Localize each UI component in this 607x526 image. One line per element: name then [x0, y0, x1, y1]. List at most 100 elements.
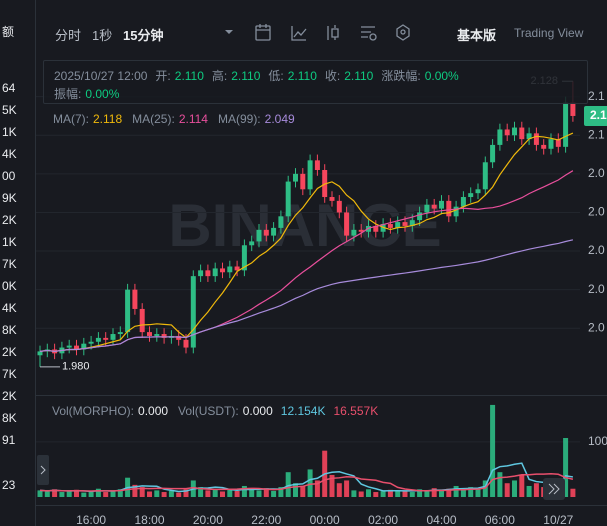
vol-value: 0.000 [242, 404, 273, 418]
volume-bar [402, 490, 408, 497]
candle-body [395, 222, 401, 228]
candle-body [205, 270, 211, 277]
volume-bar [468, 487, 474, 497]
y-tick-label: 2.0 [588, 205, 605, 219]
candle-body [176, 335, 182, 340]
ma-legend: MA(7): 2.118 MA(25): 2.114 MA(99): 2.049 [53, 112, 295, 126]
toolbar-icons [225, 24, 410, 41]
volume-bar [431, 488, 437, 497]
left-column-label: 9K [2, 191, 17, 205]
volume-bar [314, 480, 320, 497]
candle-body [212, 268, 218, 277]
left-column-label: 8K [2, 411, 17, 425]
volume-bar [563, 438, 569, 497]
info-value: 0.00% [85, 87, 120, 101]
volume-bar [278, 487, 284, 497]
info-line: 振幅: 0.00% [54, 85, 119, 102]
ma-label: MA(25): [132, 112, 175, 126]
candle-body [424, 204, 430, 213]
ma-value: 2.049 [264, 112, 295, 126]
info-label: 振幅: [54, 87, 82, 101]
volume-bar [300, 485, 306, 497]
vol-tick-label: 100 [588, 434, 607, 448]
volume-bar [132, 484, 138, 497]
candle-body [314, 160, 320, 170]
volume-bar [227, 489, 233, 497]
left-column-label: 4K [2, 147, 17, 161]
mode-tradingview[interactable]: Trading View [514, 26, 584, 40]
info-label: 收: [324, 69, 341, 83]
volume-bar [373, 492, 379, 497]
x-tick-label: 06:00 [485, 513, 515, 526]
volume-bar [490, 404, 496, 497]
mode-basic[interactable]: 基本版 [457, 28, 497, 43]
candle-body [468, 193, 474, 198]
volume-bar [110, 490, 116, 497]
left-column-label: 64 [2, 81, 16, 95]
candle-body [563, 102, 569, 147]
volume-bar [329, 474, 335, 497]
left-column-label: 00 [2, 169, 16, 183]
volume-bar [293, 483, 298, 497]
candle-body [548, 139, 554, 149]
candle-body [117, 332, 123, 335]
left-column-label: 1K [2, 235, 17, 249]
candle-body [293, 173, 298, 182]
volume-bar [263, 488, 269, 497]
volume-bar [74, 489, 79, 497]
tab[interactable]: 分时 [55, 28, 82, 43]
volume-bar [409, 492, 415, 497]
volume-bar [198, 487, 204, 497]
volume-bar [519, 474, 525, 497]
candle-body [460, 197, 466, 207]
tab-active[interactable]: 15分钟 [123, 28, 164, 43]
candle-body [373, 225, 379, 232]
left-column-label: 0K [2, 279, 17, 293]
volume-bar [95, 488, 101, 497]
left-column-label: 23 [2, 478, 16, 492]
candle-body [431, 204, 437, 209]
vol-ma-line [39, 462, 574, 493]
vol-ma-line [39, 472, 574, 492]
x-tick-label: 18:00 [134, 513, 164, 526]
volume-bar [271, 490, 277, 497]
ma-line [39, 132, 574, 353]
left-column-label: 4K [2, 301, 17, 315]
volume-bar [417, 489, 423, 497]
candle-body [533, 133, 539, 145]
ma-label: MA(99): [217, 112, 261, 126]
info-label: 高: [211, 69, 228, 83]
volume-bar [37, 490, 43, 497]
candle-body [526, 133, 532, 140]
volume-bar [344, 480, 350, 497]
left-column-label: 91 [2, 433, 16, 447]
volume-bar [475, 488, 481, 497]
left-column-label: 8K [2, 323, 17, 337]
y-tick-label: 2.1 [588, 127, 605, 141]
ma-line [39, 239, 574, 353]
candle-body [198, 270, 204, 277]
left-column-label: 2K [2, 213, 17, 227]
info-value: 2.110 [287, 69, 317, 83]
candle-body [453, 206, 459, 217]
candle-body [344, 212, 350, 236]
info-time: 2025/10/27 12:00 [54, 69, 148, 83]
volume-bar [336, 483, 342, 497]
candle-body [497, 129, 503, 145]
scroll-button[interactable] [37, 455, 49, 485]
tab[interactable]: 1秒 [92, 28, 113, 43]
volume-bar [52, 489, 58, 497]
candle-body [475, 189, 481, 194]
left-column-label: 5K [2, 103, 17, 117]
info-label: 涨跌幅: [381, 69, 421, 83]
x-tick-label: 00:00 [310, 513, 340, 526]
volume-bar [453, 485, 459, 497]
info-value: 2.110 [174, 69, 204, 83]
volume-bar [351, 490, 357, 497]
y-tick-label: 2.0 [588, 282, 605, 296]
volume-bar [358, 491, 364, 497]
volume-bar [81, 492, 87, 497]
candle-body [482, 162, 488, 190]
candle-body [125, 289, 131, 333]
jump-arrow [548, 483, 560, 495]
